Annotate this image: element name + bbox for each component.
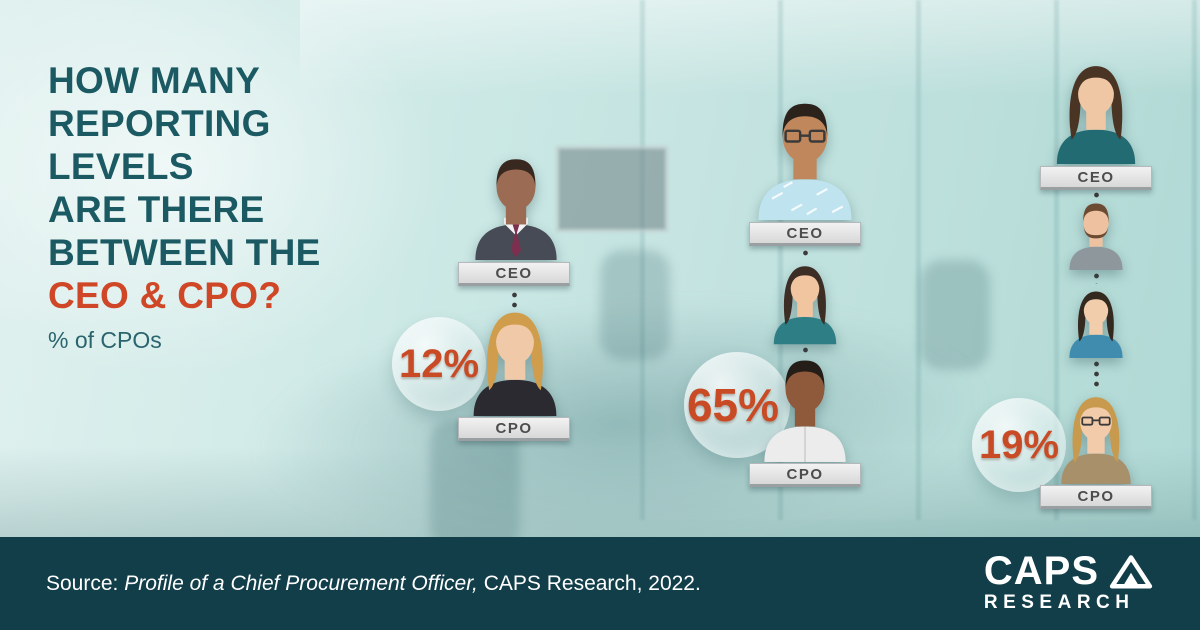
level-label-ceo: CEO — [458, 262, 570, 286]
background-tv-screen — [556, 146, 668, 232]
logo-research-text: RESEARCH — [983, 592, 1135, 613]
percent-bubble-1-level: 65% — [684, 352, 790, 458]
background-conference-table — [242, 274, 998, 576]
cpo-avatar-male — [746, 352, 864, 462]
connector-dots — [1094, 272, 1099, 284]
percent-value: 65% — [686, 379, 780, 431]
connector-dots — [803, 346, 808, 354]
intermediate-avatar-male-beard — [1060, 198, 1132, 270]
source-citation: Source: Profile of a Chief Procurement O… — [46, 572, 701, 596]
title-line: REPORTING — [48, 102, 271, 144]
intermediate-avatar-female — [766, 258, 844, 346]
mountain-icon — [1109, 555, 1153, 589]
source-rest: CAPS Research, 2022. — [477, 571, 701, 595]
title-line: ARE THERE — [48, 188, 265, 230]
level-label-ceo: CEO — [1040, 166, 1152, 190]
footer-bar: Source: Profile of a Chief Procurement O… — [0, 537, 1200, 630]
connector-dots — [1094, 191, 1099, 199]
logo-top-row: CAPS — [983, 549, 1154, 593]
subtitle: % of CPOs — [48, 327, 162, 354]
cpo-avatar-female-blonde — [456, 304, 574, 416]
ceo-avatar-male-glasses — [746, 94, 864, 220]
percent-bubble-2-levels: 19% — [972, 398, 1066, 492]
level-label-cpo: CPO — [749, 463, 861, 487]
background-chair — [600, 250, 670, 360]
ceo-avatar-male-suit — [460, 150, 572, 260]
connector-dots — [1094, 360, 1099, 388]
title-highlight: CEO & CPO? — [48, 274, 282, 316]
caps-research-logo: CAPS RESEARCH — [983, 549, 1154, 614]
level-label-cpo: CPO — [458, 417, 570, 441]
percent-value: 19% — [978, 422, 1060, 467]
level-label-ceo: CEO — [749, 222, 861, 246]
background-chair — [920, 260, 990, 370]
title-block: HOW MANY REPORTING LEVELS ARE THERE BETW… — [48, 60, 321, 354]
source-prefix: Source: — [46, 571, 125, 595]
level-label-cpo: CPO — [1040, 485, 1152, 509]
intermediate-avatar-female — [1060, 286, 1132, 358]
source-report-title: Profile of a Chief Procurement Officer, — [124, 571, 478, 595]
title-line: BETWEEN THE — [48, 231, 321, 273]
logo-caps-text: CAPS — [983, 549, 1099, 593]
cpo-avatar-female-glasses — [1046, 390, 1146, 484]
ceo-avatar-female — [1044, 58, 1148, 164]
title-line: LEVELS — [48, 145, 194, 187]
connector-dots — [803, 249, 808, 259]
title-line: HOW MANY — [48, 60, 261, 101]
